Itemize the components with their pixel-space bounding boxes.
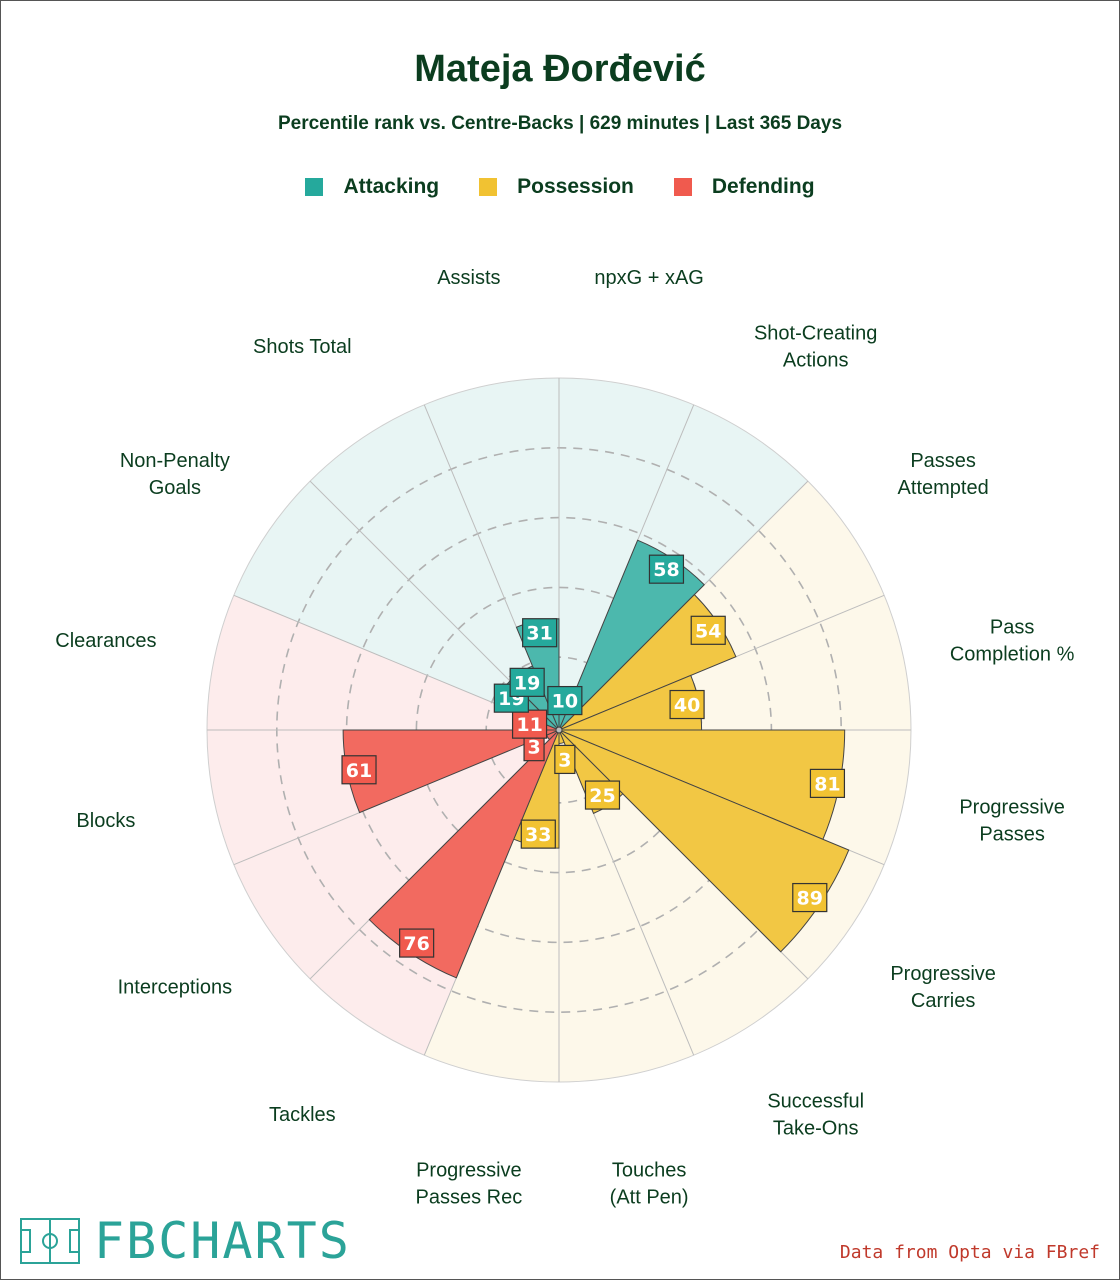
legend-swatch-possession <box>479 178 498 196</box>
background-sector <box>310 404 559 730</box>
value-text: 33 <box>525 824 551 846</box>
value-label-progressive-carries: 89 <box>792 882 828 913</box>
value-box <box>792 882 828 913</box>
value-box <box>809 768 846 798</box>
value-label-tackles: 76 <box>399 928 435 958</box>
value-box <box>669 689 705 720</box>
bar-shot-creating-actions <box>559 539 705 729</box>
value-text: 11 <box>516 714 542 736</box>
chart-subtitle: Percentile rank vs. Centre-Backs | 629 m… <box>277 113 843 134</box>
value-box <box>648 554 685 584</box>
axis-label-shot-creating-actions: Shot-Creating Actions <box>754 322 877 371</box>
legend: Attacking Possession Defending <box>0 175 1120 199</box>
axis-label-clearances: Clearances <box>55 630 156 652</box>
background-sector <box>559 730 808 1056</box>
value-text: 76 <box>403 933 429 955</box>
value-box <box>554 744 576 775</box>
legend-swatch-attacking <box>305 178 324 196</box>
value-box <box>690 615 726 645</box>
logo-text: FBCHARTS <box>94 1212 351 1270</box>
background-sector <box>233 481 559 730</box>
value-label-pass-completion: 40 <box>669 689 705 720</box>
value-text: 58 <box>653 559 679 581</box>
legend-label-possession: Possession <box>517 175 634 198</box>
axis-label-pass-completion: Pass Completion % <box>950 616 1075 665</box>
value-label-progressive-passes: 81 <box>809 768 846 798</box>
value-box <box>520 819 556 849</box>
value-box <box>511 709 548 739</box>
value-label-shots-total: 19 <box>509 667 545 697</box>
value-box <box>509 667 545 697</box>
axis-label-shots-total: Shots Total <box>253 336 352 358</box>
legend-item-defending: Defending <box>673 175 815 199</box>
value-label-assists: 31 <box>522 618 558 648</box>
fbcharts-logo: FBCHARTS <box>20 1216 351 1266</box>
legend-item-possession: Possession <box>479 175 634 199</box>
value-text: 25 <box>589 785 615 807</box>
axis-label-assists: Assists <box>437 267 500 289</box>
axis-label-progressive-passes-rec: Progressive Passes Rec <box>416 1160 523 1209</box>
axis-label-progressive-carries: Progressive Carries <box>890 963 996 1012</box>
value-label-clearances: 11 <box>511 709 548 739</box>
value-text: 54 <box>695 620 721 642</box>
value-text: 81 <box>814 773 840 795</box>
axis-labels: npxG + xAG Shot-Creating Actions Passes Atte… <box>55 267 1074 1209</box>
axis-label-tackles: Tackles <box>269 1104 336 1126</box>
value-box <box>584 780 621 810</box>
value-label-blocks: 61 <box>341 755 377 785</box>
value-label-interceptions: 3 <box>523 732 545 762</box>
axis-label-blocks: Blocks <box>76 810 135 832</box>
axis-label-touches-att-pen: Touches (Att Pen) <box>610 1160 689 1209</box>
value-label-touches-att-pen: 3 <box>554 744 576 775</box>
value-text: 10 <box>552 691 578 713</box>
value-box <box>522 618 558 648</box>
value-text: 31 <box>526 623 552 645</box>
axis-label-non-penalty-goals: Non-Penalty Goals <box>120 450 230 499</box>
value-label-npxg-xag: 10 <box>547 685 583 716</box>
legend-label-defending: Defending <box>711 175 815 198</box>
axis-label-passes-attempted: Passes Attempted <box>898 450 989 499</box>
value-box <box>547 685 583 716</box>
value-label-successful-take-ons: 25 <box>584 780 621 810</box>
value-text: 3 <box>527 737 540 759</box>
bar-tackles <box>368 731 559 979</box>
value-label-progressive-passes-rec: 33 <box>520 819 556 849</box>
axis-label-npxg-xag: npxG + xAG <box>594 267 704 289</box>
value-text: 3 <box>558 749 571 771</box>
legend-swatch-defending <box>673 178 692 196</box>
value-text: 89 <box>797 888 823 910</box>
value-label-passes-attempted: 54 <box>690 615 726 645</box>
value-box <box>399 928 435 958</box>
legend-label-attacking: Attacking <box>343 175 440 198</box>
value-text: 61 <box>346 760 372 782</box>
legend-item-attacking: Attacking <box>305 175 439 199</box>
bar-blocks <box>342 729 557 814</box>
axis-label-interceptions: Interceptions <box>118 977 233 999</box>
source-credit: Data from Opta via FBref <box>839 1242 1100 1263</box>
value-label-shot-creating-actions: 58 <box>648 554 685 584</box>
value-text: 19 <box>514 672 540 694</box>
chart-title: Mateja Đorđević <box>414 48 706 90</box>
axis-label-successful-take-ons: Successful Take-Ons <box>767 1091 864 1140</box>
value-box <box>341 755 377 785</box>
background-sector <box>207 595 559 730</box>
axis-label-progressive-passes: Progressive Passes <box>959 797 1065 846</box>
background-sector <box>233 730 559 979</box>
bar-progressive-carries <box>560 730 850 953</box>
value-text: 40 <box>674 695 700 717</box>
pitch-icon <box>20 1218 80 1264</box>
